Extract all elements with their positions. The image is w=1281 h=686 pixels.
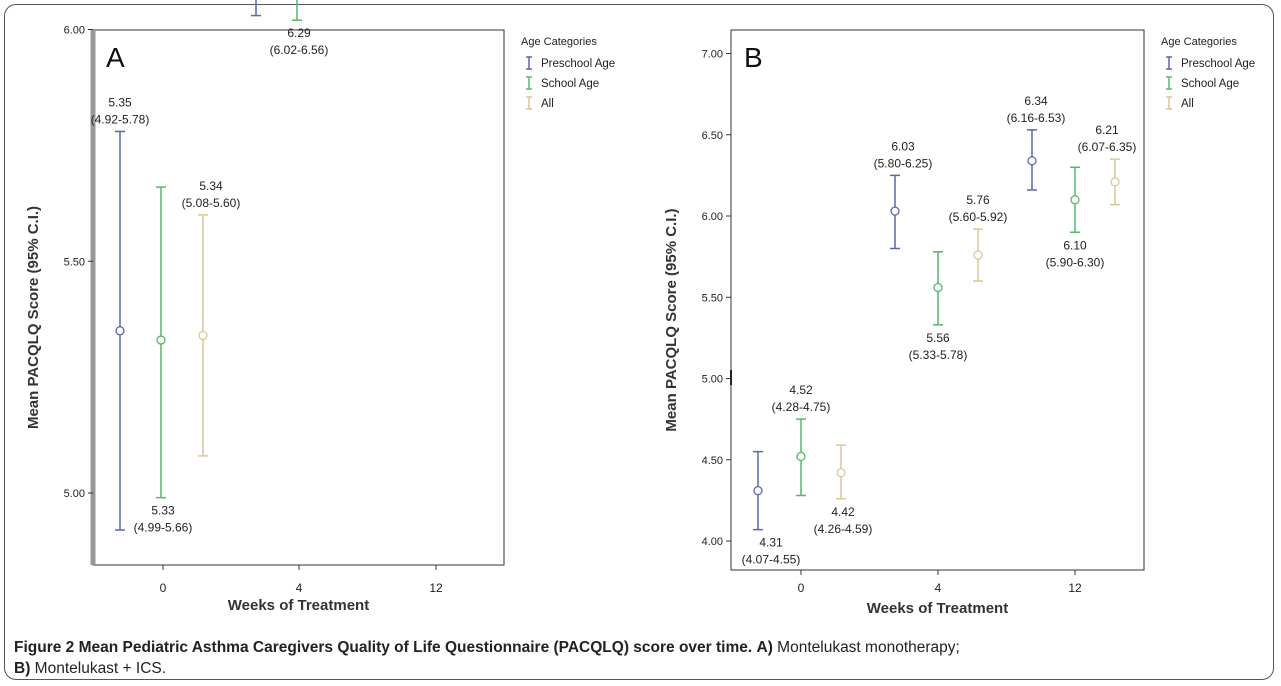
panel-b-series-all-mean-point bbox=[836, 468, 846, 478]
panel-b-legend-label: School Age bbox=[1181, 78, 1239, 90]
panel-b-series-preschool-age-ci-label: (4.07-4.55) bbox=[742, 553, 801, 567]
panel-b-series-preschool-age-mean-point bbox=[890, 206, 900, 216]
panel-a-xtick-label: 12 bbox=[429, 581, 443, 595]
panel-b-series-school-age-value-label: 4.52 bbox=[789, 383, 813, 397]
panel-b-series-preschool-age-ci-label: (6.16-6.53) bbox=[1007, 111, 1066, 125]
panel-a-xtick-label: 4 bbox=[296, 581, 303, 595]
panel-a-series-all-mean-point bbox=[198, 330, 208, 341]
panel-a-legend-label: All bbox=[541, 98, 554, 110]
panel-b-series-preschool-age-value-label: 6.03 bbox=[891, 139, 915, 153]
panel-b-ytick-label: 6.00 bbox=[702, 211, 723, 223]
panel-b-series-school-age-value-label: 5.56 bbox=[926, 331, 950, 345]
panel-a-series-school-age-value-label: 6.29 bbox=[287, 26, 311, 40]
panel-a-legend: Age Categories Preschool Age School Age All bbox=[521, 36, 615, 110]
panel-b-y-axis-label: Mean PACQLQ Score (95% C.I.) bbox=[663, 208, 680, 431]
panel-a-ytick-label: 6.00 bbox=[64, 25, 85, 37]
panel-a-xtick-label: 0 bbox=[160, 581, 167, 595]
panel-b-ytick-label: 5.50 bbox=[702, 292, 723, 304]
panel-a-plot-area bbox=[92, 29, 505, 566]
panel-a-series-school-age-ci-label: (4.99-5.66) bbox=[134, 521, 193, 535]
panel-b-series-all-mean-point bbox=[1110, 177, 1120, 187]
panel-b-chart: B 4.00 4.50 5.00 5.50 6.00 6.50 7.00 0 4 12 Weeks o… bbox=[663, 29, 1255, 617]
panel-b-legend: Age Categories Preschool Age School Age All bbox=[1161, 36, 1255, 110]
panel-a-series-all-ci-label: (5.08-5.60) bbox=[182, 196, 241, 210]
panel-a-series-preschool-age-value-label: 5.35 bbox=[108, 95, 132, 109]
panel-b-series-school-age-value-label: 6.10 bbox=[1063, 238, 1087, 252]
panel-b-series-preschool-age-mean-point bbox=[753, 485, 763, 496]
panel-b-series-all-mean-point bbox=[973, 250, 983, 260]
panel-b-series-preschool-age-ci-label: (5.80-6.25) bbox=[874, 156, 933, 170]
panel-b-ytick-label: 5.00 bbox=[702, 374, 723, 386]
caption-panel-a-text: Montelukast monotherapy; bbox=[777, 639, 960, 656]
panel-a-letter: A bbox=[106, 42, 125, 73]
panel-a-series-preschool-age-ci-label: (4.92-5.78) bbox=[91, 112, 150, 126]
panel-a-series-all-value-label: 5.34 bbox=[199, 179, 223, 193]
panel-b-legend-label: Preschool Age bbox=[1181, 58, 1255, 70]
panel-b-series-preschool-age-mean-point bbox=[1027, 156, 1037, 166]
panel-b-series-preschool-age-value-label: 6.34 bbox=[1024, 94, 1048, 108]
caption-panel-b-text: Montelukast + ICS. bbox=[34, 660, 167, 677]
panel-b-series-school-age-mean-point bbox=[796, 451, 806, 462]
caption-title: Mean Pediatric Asthma Caregivers Quality… bbox=[78, 639, 753, 656]
panel-b-legend-label: All bbox=[1181, 98, 1194, 110]
panel-b-ytick-label: 6.50 bbox=[702, 130, 723, 142]
figure-frame bbox=[4, 4, 1274, 680]
caption-panel-a-letter: A) bbox=[756, 639, 773, 656]
panel-b-series-all-value-label: 4.42 bbox=[831, 505, 855, 519]
panel-b-xtick-label: 0 bbox=[798, 581, 805, 595]
caption-panel-b-letter: B) bbox=[14, 660, 31, 677]
panel-a-legend-label: School Age bbox=[541, 78, 599, 90]
panel-b-series-all-ci-label: (5.60-5.92) bbox=[949, 210, 1008, 224]
panel-a-legend-label: Preschool Age bbox=[541, 58, 615, 70]
panel-a-series-preschool-age-mean-point bbox=[115, 326, 125, 336]
panel-b-series-school-age-mean-point bbox=[933, 282, 943, 293]
panel-b-series-all-ci-label: (6.07-6.35) bbox=[1078, 140, 1137, 154]
panel-b-series-school-age-ci-label: (5.33-5.78) bbox=[909, 348, 968, 362]
panel-a-series-school-age-ci-label: (6.02-6.56) bbox=[270, 43, 329, 57]
panel-a-series-school-age-mean-point bbox=[156, 335, 166, 345]
panel-a-ytick-label: 5.00 bbox=[64, 488, 85, 500]
panel-b-series-school-age-ci-label: (4.28-4.75) bbox=[772, 400, 831, 414]
panel-a-ytick-label: 5.50 bbox=[64, 256, 85, 268]
panel-b-ytick-label: 7.00 bbox=[702, 49, 723, 61]
panel-a-series-school-age-value-label: 5.33 bbox=[151, 504, 175, 518]
panel-b-series-school-age-mean-point bbox=[1070, 195, 1080, 205]
panel-a-x-axis-label: Weeks of Treatment bbox=[228, 597, 369, 614]
caption-figure-label: Figure 2 bbox=[14, 639, 75, 656]
panel-b-series-preschool-age-value-label: 4.31 bbox=[759, 536, 783, 550]
panel-b-series-all-ci-label: (4.26-4.59) bbox=[814, 522, 873, 536]
panel-a-y-axis-label: Mean PACQLQ Score (95% C.I.) bbox=[25, 206, 42, 429]
panel-b-ytick-label: 4.00 bbox=[702, 536, 723, 548]
panel-b-x-axis-label: Weeks of Treatment bbox=[867, 600, 1008, 617]
panel-b-series-school-age-ci-label: (5.90-6.30) bbox=[1046, 255, 1105, 269]
panel-b-xtick-label: 4 bbox=[935, 581, 942, 595]
panel-b-ytick-label: 4.50 bbox=[702, 455, 723, 467]
panel-b-letter: B bbox=[744, 42, 763, 73]
panel-a-legend-title: Age Categories bbox=[521, 36, 597, 48]
panel-b-legend-title: Age Categories bbox=[1161, 36, 1237, 48]
figure-caption: Figure 2 Mean Pediatric Asthma Caregiver… bbox=[14, 637, 1264, 679]
panel-b-series-all-value-label: 5.76 bbox=[966, 193, 990, 207]
panel-b-xtick-label: 12 bbox=[1068, 581, 1082, 595]
panel-b-series-all-value-label: 6.21 bbox=[1095, 123, 1119, 137]
